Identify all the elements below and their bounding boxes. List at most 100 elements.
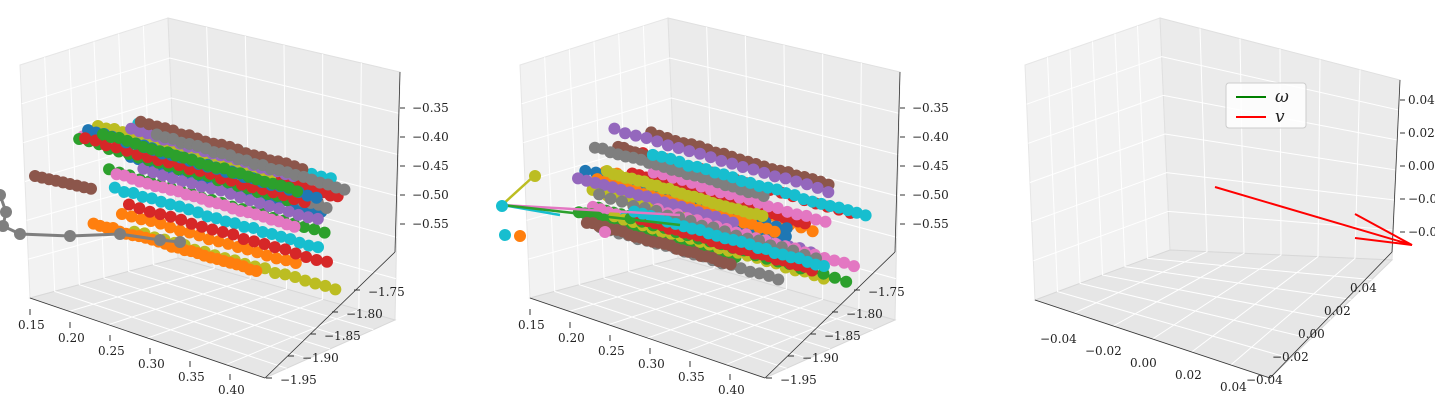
- data-point: [144, 214, 157, 227]
- data-point: [726, 157, 739, 170]
- data-point: [202, 233, 215, 246]
- data-point: [293, 236, 306, 249]
- data-point: [695, 180, 708, 193]
- data-point: [122, 198, 135, 211]
- grid-line: [647, 44, 788, 339]
- z-axis-ticks: 0.04 0.02 0.00 −0.02 −0.04: [1400, 93, 1435, 239]
- z-tick-label: −0.40: [912, 130, 949, 144]
- grid-line: [686, 54, 824, 352]
- data-point: [279, 243, 292, 256]
- data-point: [529, 170, 541, 182]
- trajectory-line: [501, 203, 681, 227]
- data-point: [237, 233, 250, 246]
- legend-label: v: [1275, 107, 1285, 127]
- z-tick-label: −0.45: [912, 159, 949, 173]
- data-point: [824, 200, 837, 213]
- y-tick-label: −1.80: [846, 307, 883, 321]
- data-point: [608, 122, 621, 135]
- data-point: [840, 275, 853, 288]
- data-point: [195, 180, 208, 193]
- data-point: [64, 230, 76, 242]
- data-point: [268, 241, 281, 254]
- data-point: [309, 277, 322, 290]
- data-point: [828, 271, 841, 284]
- data-point: [779, 172, 792, 185]
- data-point: [0, 206, 12, 218]
- data-point: [212, 235, 225, 248]
- data-point: [806, 225, 819, 238]
- data-point: [817, 260, 830, 273]
- y-tick-label: −1.80: [346, 307, 383, 321]
- data-point: [320, 255, 333, 268]
- data-point: [800, 178, 813, 191]
- data-point: [248, 235, 261, 248]
- y-tick-label: −1.75: [368, 285, 405, 299]
- data-point: [496, 200, 508, 212]
- data-point: [289, 270, 302, 283]
- data-point: [704, 184, 717, 197]
- x-tick-label: 0.00: [1130, 356, 1157, 370]
- data-point: [299, 274, 312, 287]
- line3d-panel-3: 0.04 0.02 0.00 −0.02 −0.04 0.04 0.02 0.00 −0.02…: [1024, 17, 1435, 394]
- grid-line: [608, 35, 751, 326]
- data-point: [0, 220, 9, 232]
- data-point: [135, 213, 148, 226]
- data-point: [579, 164, 592, 177]
- data-point: [338, 183, 351, 196]
- data-point: [183, 163, 196, 176]
- data-point: [137, 162, 150, 175]
- legend-box: [1225, 82, 1307, 129]
- scatter3d-panel-1: −0.35 −0.40 −0.45 −0.50 −0.55 −1.75 −1.80 −1.8…: [0, 17, 449, 397]
- data-point: [164, 198, 177, 211]
- z-tick-label: −0.50: [412, 188, 449, 202]
- data-point: [136, 190, 149, 203]
- data-point: [185, 177, 198, 190]
- y-tick-label: −0.02: [1272, 350, 1309, 364]
- data-point: [790, 175, 803, 188]
- data-point: [238, 220, 251, 233]
- trajectory-line: [501, 174, 536, 206]
- data-point: [312, 241, 325, 254]
- grid-line: [108, 35, 251, 326]
- data-point: [300, 251, 313, 264]
- data-point: [195, 220, 208, 233]
- data-point: [173, 224, 186, 237]
- z-tick-label: 0.02: [1408, 126, 1435, 140]
- grid-line: [1230, 69, 1361, 366]
- data-point: [672, 141, 685, 154]
- data-point: [756, 210, 769, 223]
- data-point: [310, 191, 323, 204]
- data-point: [79, 132, 92, 145]
- data-point: [280, 254, 293, 267]
- data-point: [768, 170, 781, 183]
- grid-line: [725, 62, 862, 366]
- data-point: [629, 129, 642, 142]
- x-tick-label: 0.30: [638, 357, 665, 371]
- data-point: [693, 147, 706, 160]
- data-lines: [1214, 186, 1413, 246]
- axis-lines: [29, 71, 401, 379]
- x-tick-label: 0.40: [218, 383, 245, 397]
- data-point: [289, 257, 302, 270]
- x-tick-label: 0.25: [598, 344, 625, 358]
- data-point: [762, 200, 775, 213]
- data-point: [859, 209, 872, 222]
- data-point: [251, 246, 264, 259]
- axis-lines: [1034, 79, 1401, 379]
- y-axis-ticks: 0.04 0.02 0.00 −0.02 −0.04: [1246, 281, 1377, 387]
- data-point: [118, 185, 131, 198]
- legend-label: ω: [1275, 87, 1289, 107]
- data-point: [772, 273, 785, 286]
- data-point: [499, 229, 511, 241]
- x-tick-label: 0.20: [58, 331, 85, 345]
- grid-line: [142, 25, 374, 331]
- data-point: [256, 226, 269, 239]
- data-point: [227, 228, 240, 241]
- data-point: [263, 199, 276, 212]
- data-point: [156, 169, 169, 182]
- y-tick-label: −1.85: [324, 329, 361, 343]
- axis-lines: [529, 71, 901, 379]
- data-point: [822, 186, 835, 199]
- data-point: [143, 205, 156, 218]
- data-point: [108, 181, 121, 194]
